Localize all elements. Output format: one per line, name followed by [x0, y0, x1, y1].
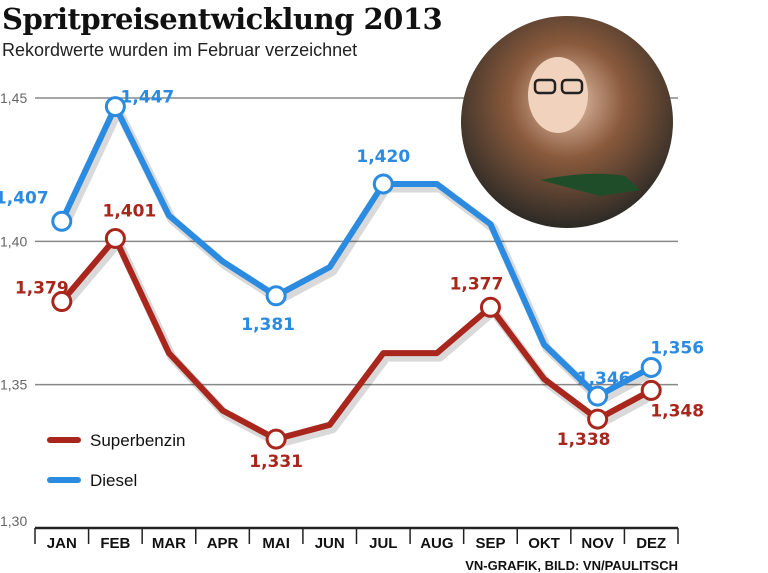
data-point-marker [51, 291, 73, 313]
data-label: 1,338 [557, 430, 611, 450]
data-label: 1,379 [15, 279, 69, 299]
series-line-superbenzin [59, 235, 653, 443]
data-label: 1,346 [577, 369, 631, 389]
data-label: 1,447 [120, 88, 174, 108]
data-point-marker [372, 173, 394, 195]
x-tick-label: JAN [47, 535, 77, 552]
chart-subtitle: Rekordwerte wurden im Februar verzeichne… [2, 40, 358, 60]
data-label: 1,331 [249, 452, 303, 472]
y-tick-label: 1,45 [0, 90, 27, 106]
data-label: 1,420 [356, 147, 410, 167]
photo-glasses-right [560, 78, 584, 95]
data-label: 1,401 [102, 201, 156, 221]
x-tick-label: FEB [100, 535, 130, 552]
data-point-marker [587, 385, 609, 407]
series-shadow-superbenzin [61, 237, 657, 448]
data-point-marker [587, 408, 609, 430]
data-point-marker [104, 96, 126, 118]
y-tick-label: 1,35 [0, 377, 27, 393]
data-point-marker [265, 285, 287, 307]
x-tick-label: OKT [528, 535, 560, 552]
photo-glasses [533, 78, 557, 95]
photo-fuel-nozzle [540, 173, 640, 196]
data-point-marker [104, 227, 126, 249]
y-tick-label: 1,30 [0, 513, 27, 529]
data-label: 1,356 [650, 338, 704, 358]
data-point-marker [51, 210, 73, 232]
photo [461, 16, 673, 228]
data-point-marker [479, 296, 501, 318]
photo-face [528, 57, 588, 133]
x-tick-label: APR [207, 535, 239, 552]
x-tick-label: DEZ [636, 535, 666, 552]
x-tick-label: JUL [369, 535, 397, 552]
legend-label: Superbenzin [90, 431, 185, 450]
data-label: 1,407 [0, 188, 49, 208]
data-label: 1,381 [241, 315, 295, 335]
credit-text: VN-GRAFIK, BILD: VN/PAULITSCH [465, 558, 678, 573]
data-point-marker [265, 428, 287, 450]
x-tick-label: NOV [581, 535, 614, 552]
data-label: 1,348 [650, 401, 704, 421]
series-line-diesel [59, 103, 653, 400]
x-tick-label: MAI [262, 535, 290, 552]
data-label: 1,377 [450, 274, 504, 294]
x-tick-label: SEP [475, 535, 505, 552]
legend-label: Diesel [90, 471, 137, 490]
chart-title: Spritpreisentwicklung 2013 [2, 2, 443, 36]
x-tick-label: MAR [152, 535, 186, 552]
x-tick-label: AUG [420, 535, 453, 552]
x-tick-label: JUN [315, 535, 345, 552]
data-point-marker [640, 356, 662, 378]
data-point-marker [640, 379, 662, 401]
y-tick-label: 1,40 [0, 233, 27, 249]
